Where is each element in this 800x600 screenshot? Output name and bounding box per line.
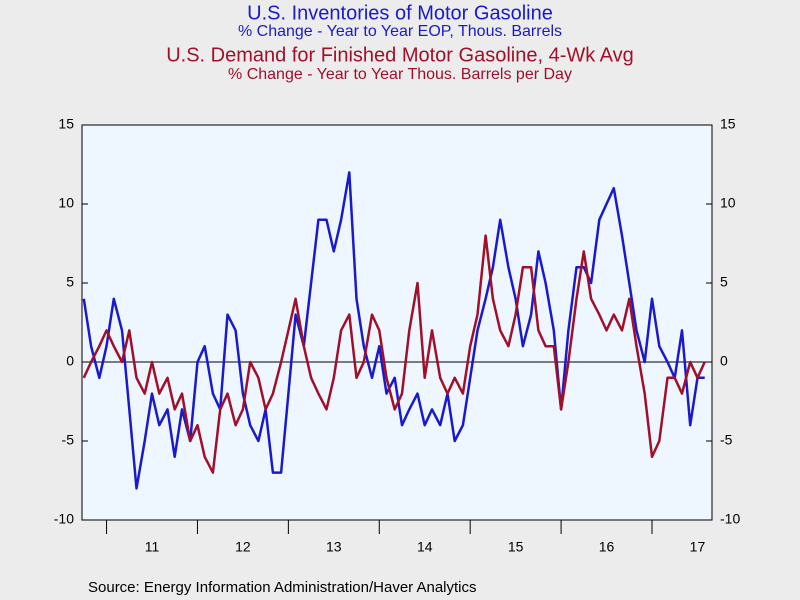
plot-area bbox=[81, 124, 713, 521]
y2-tick-label: -10 bbox=[720, 511, 740, 527]
y2-tick-label: -5 bbox=[720, 432, 733, 448]
x-tick-label: 17 bbox=[690, 539, 706, 555]
y-tick-label: -5 bbox=[62, 432, 75, 448]
source-note: Source: Energy Information Administratio… bbox=[88, 579, 477, 596]
y-tick-label: -10 bbox=[54, 511, 74, 527]
x-tick-label: 12 bbox=[235, 539, 251, 555]
x-tick-label: 15 bbox=[508, 539, 524, 555]
chart-title: U.S. Inventories of Motor Gasoline bbox=[247, 2, 553, 24]
x-tick-label: 11 bbox=[145, 539, 160, 555]
y-tick-label: 10 bbox=[58, 195, 74, 211]
chart-title: U.S. Demand for Finished Motor Gasoline,… bbox=[166, 44, 634, 66]
chart-title: % Change - Year to Year Thous. Barrels p… bbox=[228, 66, 572, 83]
x-tick-label: 14 bbox=[417, 539, 433, 555]
y-tick-label: 0 bbox=[66, 353, 74, 369]
x-tick-label: 16 bbox=[599, 539, 615, 555]
y2-tick-label: 10 bbox=[720, 195, 736, 211]
x-tick-label: 13 bbox=[326, 539, 342, 555]
series-line bbox=[82, 234, 706, 474]
y2-tick-label: 15 bbox=[720, 116, 736, 132]
y2-tick-label: 5 bbox=[720, 274, 728, 290]
y2-tick-label: 0 bbox=[720, 353, 728, 369]
y-tick-label: 5 bbox=[66, 274, 74, 290]
y-tick-label: 15 bbox=[58, 116, 74, 132]
chart-title: % Change - Year to Year EOP, Thous. Barr… bbox=[238, 23, 562, 40]
